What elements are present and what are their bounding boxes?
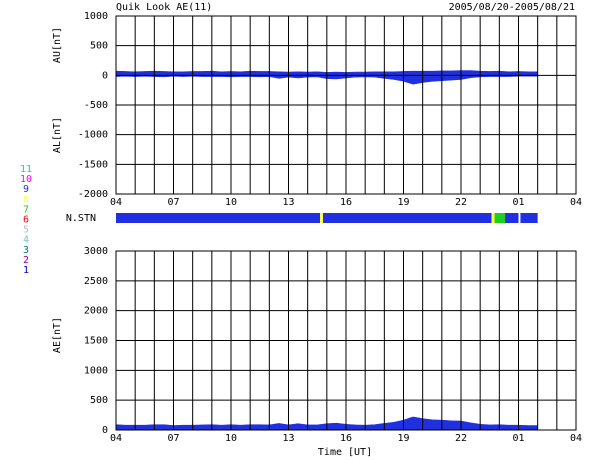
station-segment [320, 213, 323, 223]
legend-label: 9 [23, 184, 29, 195]
x-tick-label: 04 [570, 197, 582, 208]
x-tick-label: 01 [512, 433, 524, 444]
plot-frame [115, 250, 577, 431]
y-axis-label: AL[nT] [52, 117, 63, 153]
y-tick-label: -1500 [78, 159, 108, 170]
legend-label: 1 [23, 265, 29, 276]
y-tick-label: 1000 [84, 365, 108, 376]
y-axis-label: AE[nT] [52, 317, 63, 353]
y-tick-label: 500 [90, 41, 108, 52]
y-tick-label: 3000 [84, 246, 108, 257]
station-segment [494, 213, 506, 223]
x-tick-label: 19 [397, 433, 409, 444]
legend-label: 5 [23, 225, 29, 236]
x-tick-label: 16 [340, 433, 352, 444]
legend-label: 6 [23, 215, 29, 226]
y-tick-label: -500 [84, 100, 108, 111]
legend-label: 3 [23, 245, 29, 256]
y-tick-label: 0 [102, 70, 108, 81]
station-segment [491, 213, 495, 223]
x-tick-label: 01 [512, 197, 524, 208]
x-tick-label: 04 [570, 433, 582, 444]
station-segment [520, 213, 538, 223]
station-segment [116, 213, 321, 223]
station-segment [505, 213, 519, 223]
station-label: N.STN [66, 213, 96, 224]
legend-label: 4 [23, 235, 29, 246]
y-axis-label: AU[nT] [52, 27, 63, 63]
y-tick-label: 2000 [84, 306, 108, 317]
y-tick-label: 1000 [84, 11, 108, 22]
x-tick-label: 22 [455, 433, 467, 444]
y-tick-label: 0 [102, 425, 108, 436]
x-tick-label: 04 [110, 197, 122, 208]
x-tick-label: 13 [282, 197, 294, 208]
x-tick-label: 07 [167, 433, 179, 444]
y-tick-label: 500 [90, 395, 108, 406]
legend-label: 10 [20, 174, 32, 185]
x-tick-label: 04 [110, 433, 122, 444]
x-axis-label: Time [UT] [318, 447, 372, 458]
x-tick-label: 10 [225, 197, 237, 208]
station-segment [323, 213, 492, 223]
chart-title: Quik Look AE(11) [116, 2, 212, 13]
y-tick-label: -1000 [78, 130, 108, 141]
x-tick-label: 19 [397, 197, 409, 208]
x-tick-label: 07 [167, 197, 179, 208]
y-tick-label: 1500 [84, 336, 108, 347]
x-tick-label: 22 [455, 197, 467, 208]
x-tick-label: 16 [340, 197, 352, 208]
y-tick-label: -2000 [78, 189, 108, 200]
x-tick-label: 10 [225, 433, 237, 444]
legend-label: 2 [23, 255, 29, 266]
data-area [115, 75, 538, 85]
x-tick-label: 13 [282, 433, 294, 444]
legend-label: 8 [23, 194, 29, 205]
y-tick-label: 2500 [84, 276, 108, 287]
legend-label: 7 [23, 204, 29, 215]
data-area [115, 416, 538, 431]
chart-subtitle: 2005/08/20-2005/08/21 [449, 2, 575, 13]
legend-label: 11 [20, 164, 32, 175]
plot-frame [115, 15, 577, 195]
